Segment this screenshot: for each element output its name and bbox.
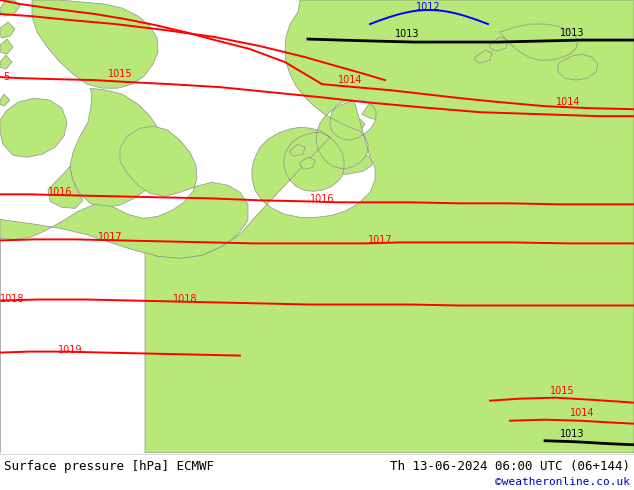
- Polygon shape: [48, 166, 83, 208]
- Polygon shape: [413, 58, 450, 94]
- Text: 1019: 1019: [58, 344, 82, 355]
- Polygon shape: [0, 39, 13, 54]
- Text: 1014: 1014: [338, 75, 363, 85]
- Polygon shape: [0, 98, 67, 157]
- Text: 1015: 1015: [108, 69, 133, 79]
- Text: Surface pressure [hPa] ECMWF: Surface pressure [hPa] ECMWF: [4, 460, 214, 473]
- Text: 1017: 1017: [98, 232, 122, 243]
- Polygon shape: [0, 126, 248, 453]
- Polygon shape: [0, 0, 20, 16]
- Polygon shape: [32, 0, 158, 88]
- Polygon shape: [490, 37, 508, 51]
- Polygon shape: [145, 0, 634, 453]
- Text: ©weatheronline.co.uk: ©weatheronline.co.uk: [495, 477, 630, 487]
- Polygon shape: [500, 24, 578, 60]
- Polygon shape: [0, 22, 15, 38]
- Text: 1016: 1016: [310, 195, 335, 204]
- Polygon shape: [308, 153, 372, 174]
- Polygon shape: [290, 144, 305, 156]
- Text: 1018: 1018: [0, 294, 25, 303]
- Polygon shape: [300, 157, 315, 169]
- Text: 1014: 1014: [570, 408, 595, 417]
- Text: 1014: 1014: [556, 97, 581, 107]
- Text: Th 13-06-2024 06:00 UTC (06+144): Th 13-06-2024 06:00 UTC (06+144): [390, 460, 630, 473]
- Polygon shape: [0, 94, 10, 106]
- Polygon shape: [390, 129, 410, 143]
- Text: 1013: 1013: [560, 429, 585, 439]
- Text: 1017: 1017: [368, 235, 392, 245]
- Polygon shape: [475, 50, 492, 63]
- Text: 1018: 1018: [173, 294, 198, 303]
- Polygon shape: [558, 54, 598, 80]
- Polygon shape: [0, 55, 12, 69]
- Text: 1012: 1012: [416, 2, 440, 12]
- Polygon shape: [70, 88, 165, 207]
- Polygon shape: [362, 74, 413, 120]
- Polygon shape: [406, 142, 422, 154]
- Text: 5: 5: [3, 72, 10, 82]
- Text: 1016: 1016: [48, 187, 72, 197]
- Text: 1015: 1015: [550, 386, 574, 395]
- Text: 1013: 1013: [395, 29, 420, 39]
- Text: 1013: 1013: [560, 28, 585, 38]
- Polygon shape: [348, 119, 365, 132]
